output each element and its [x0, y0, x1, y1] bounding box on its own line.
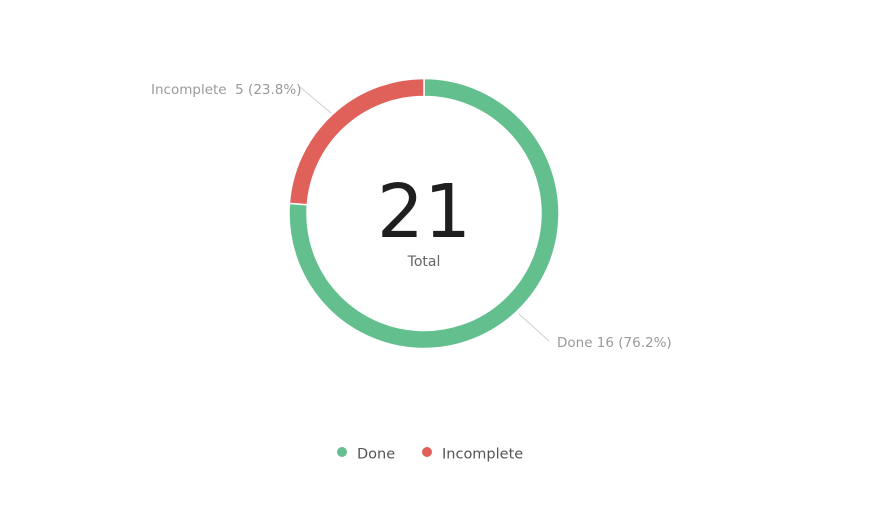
legend-item-incomplete[interactable]: Incomplete — [422, 447, 523, 463]
donut-slices — [288, 77, 560, 350]
legend-label-incomplete: Incomplete — [442, 447, 523, 463]
leader-lines — [299, 86, 550, 342]
leader-line-done — [518, 313, 550, 342]
legend-swatch-incomplete — [422, 447, 432, 457]
legend: Done Incomplete — [337, 447, 523, 463]
total-value: 21 — [377, 169, 471, 255]
leader-line-incomplete — [299, 86, 332, 114]
total-label: Total — [407, 254, 441, 270]
legend-label-done: Done — [357, 447, 395, 463]
legend-swatch-done — [337, 447, 347, 457]
incomplete-slice-label: Incomplete 5 (23.8%) — [151, 82, 301, 98]
slice-incomplete[interactable] — [288, 77, 425, 206]
done-slice-label: Done 16 (76.2%) — [557, 335, 672, 351]
legend-item-done[interactable]: Done — [337, 447, 395, 463]
